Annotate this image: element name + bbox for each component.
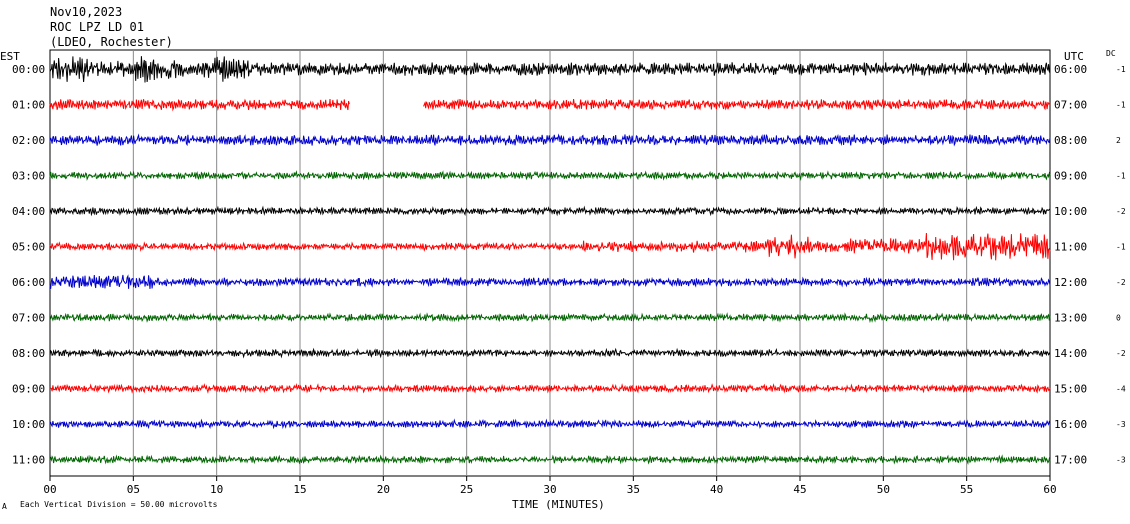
est-axis-label: EST bbox=[0, 50, 20, 63]
x-tick-label: 20 bbox=[377, 483, 390, 496]
corner-mark: A bbox=[2, 502, 7, 511]
est-hour-label: 00:00 bbox=[12, 63, 45, 76]
dc-offset-value: -1 bbox=[1116, 65, 1126, 74]
x-tick-label: 05 bbox=[127, 483, 140, 496]
x-tick-label: 00 bbox=[43, 483, 56, 496]
est-hour-label: 03:00 bbox=[12, 170, 45, 183]
x-tick-label: 45 bbox=[793, 483, 806, 496]
utc-hour-label: 08:00 bbox=[1054, 134, 1087, 147]
utc-hour-label: 10:00 bbox=[1054, 205, 1087, 218]
utc-hour-label: 06:00 bbox=[1054, 63, 1087, 76]
est-hour-label: 05:00 bbox=[12, 241, 45, 254]
grid-lines bbox=[49, 50, 1051, 481]
trace-0300 bbox=[49, 170, 1051, 181]
header-station: ROC LPZ LD 01 bbox=[50, 20, 144, 34]
row-labels: 00:00 06:00 -1 01:00 07:00 -1 02:00 08:00 2 03:00… bbox=[12, 63, 1126, 467]
x-tick-label: 50 bbox=[877, 483, 890, 496]
trace-1100 bbox=[49, 454, 1051, 465]
dc-offset-value: -1 bbox=[1116, 243, 1126, 252]
dc-offset-value: -2 bbox=[1116, 278, 1126, 287]
est-hour-label: 10:00 bbox=[12, 418, 45, 431]
trace-0200 bbox=[49, 133, 1051, 147]
utc-hour-label: 16:00 bbox=[1054, 418, 1087, 431]
dc-offset-value: -4 bbox=[1116, 385, 1126, 394]
trace-group bbox=[49, 56, 1051, 465]
trace-0400 bbox=[49, 205, 1051, 217]
dc-offset-value: 2 bbox=[1116, 136, 1121, 145]
header-location: (LDEO, Rochester) bbox=[50, 35, 173, 49]
trace-0100 bbox=[49, 98, 1051, 112]
x-tick-label: 40 bbox=[710, 483, 723, 496]
utc-hour-label: 14:00 bbox=[1054, 347, 1087, 360]
utc-hour-label: 12:00 bbox=[1054, 276, 1087, 289]
est-hour-label: 08:00 bbox=[12, 347, 45, 360]
dc-label: DC bbox=[1106, 49, 1116, 58]
utc-hour-label: 15:00 bbox=[1054, 383, 1087, 396]
x-tick-label: 30 bbox=[543, 483, 556, 496]
est-hour-label: 09:00 bbox=[12, 383, 45, 396]
x-tick-label: 35 bbox=[627, 483, 640, 496]
x-tick-label: 15 bbox=[293, 483, 306, 496]
header-date: Nov10,2023 bbox=[50, 5, 122, 19]
est-hour-label: 02:00 bbox=[12, 134, 45, 147]
est-hour-label: 06:00 bbox=[12, 276, 45, 289]
trace-0900 bbox=[49, 383, 1051, 394]
trace-0500 bbox=[49, 232, 1051, 261]
dc-offset-value: -3 bbox=[1116, 456, 1126, 465]
dc-offset-value: -3 bbox=[1116, 420, 1126, 429]
trace-0700 bbox=[49, 312, 1051, 324]
trace-1000 bbox=[49, 418, 1051, 430]
dc-offset-value: -2 bbox=[1116, 207, 1126, 216]
trace-0600 bbox=[49, 274, 1051, 289]
est-hour-label: 04:00 bbox=[12, 205, 45, 218]
trace-0800 bbox=[49, 347, 1051, 359]
x-axis-title: TIME (MINUTES) bbox=[512, 498, 605, 511]
est-hour-label: 11:00 bbox=[12, 454, 45, 467]
x-tick-labels: 00 05 10 15 20 25 30 35 40 45 50 55 60 bbox=[43, 483, 1056, 496]
x-tick-label: 55 bbox=[960, 483, 973, 496]
est-hour-label: 01:00 bbox=[12, 99, 45, 112]
utc-hour-label: 09:00 bbox=[1054, 170, 1087, 183]
utc-hour-label: 11:00 bbox=[1054, 241, 1087, 254]
dc-offset-value: -1 bbox=[1116, 101, 1126, 110]
scale-note: Each Vertical Division = 50.00 microvolt… bbox=[20, 500, 218, 509]
dc-offset-value: -2 bbox=[1116, 349, 1126, 358]
utc-axis-label: UTC bbox=[1064, 50, 1084, 63]
utc-hour-label: 13:00 bbox=[1054, 312, 1087, 325]
x-tick-label: 10 bbox=[210, 483, 223, 496]
x-tick-label: 25 bbox=[460, 483, 473, 496]
est-hour-label: 07:00 bbox=[12, 312, 45, 325]
dc-offset-value: -1 bbox=[1116, 172, 1126, 181]
trace-0000 bbox=[49, 56, 1051, 83]
utc-hour-label: 17:00 bbox=[1054, 454, 1087, 467]
x-tick-label: 60 bbox=[1043, 483, 1056, 496]
utc-hour-label: 07:00 bbox=[1054, 99, 1087, 112]
dc-offset-value: 0 bbox=[1116, 314, 1121, 323]
